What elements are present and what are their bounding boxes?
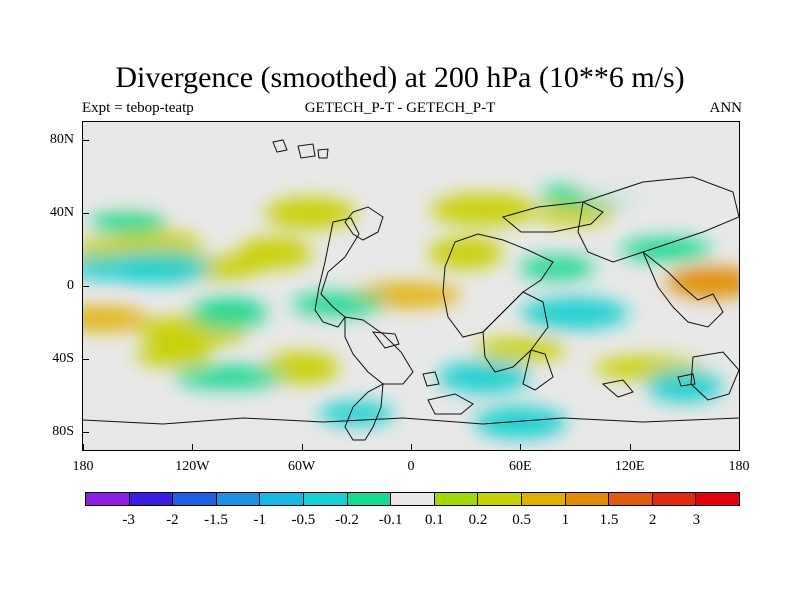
field-region <box>174 365 283 390</box>
y-tick-mark <box>83 213 89 215</box>
x-tick-mark <box>83 444 84 450</box>
x-tick-mark <box>739 444 740 450</box>
experiment-label: Expt = tebop-teatp <box>82 100 194 116</box>
field-region <box>264 197 357 230</box>
y-tick-label: 0 <box>67 278 74 293</box>
colorbar-box <box>478 493 522 505</box>
field-region <box>292 292 385 317</box>
colorbar-label: -3 <box>122 512 135 528</box>
y-tick-mark <box>83 358 89 360</box>
field-region <box>190 297 267 330</box>
colorbar-label: 0.5 <box>512 512 532 528</box>
y-tick-mark <box>83 140 89 142</box>
dataset-label: GETECH_P-T - GETECH_P-T <box>304 100 496 116</box>
colorbar-box <box>565 493 610 505</box>
colorbar-box <box>303 493 348 505</box>
colorbar-box <box>260 493 304 505</box>
season-label: ANN <box>709 100 743 116</box>
y-tick-mark <box>83 286 89 287</box>
field-region <box>575 169 684 202</box>
colorbar-box <box>347 493 392 505</box>
field-region <box>91 169 184 202</box>
x-tick-mark <box>411 444 412 450</box>
field-region <box>263 352 340 384</box>
field-region <box>83 306 148 331</box>
map-panel <box>82 121 740 451</box>
colorbar-box <box>173 493 217 505</box>
field-region <box>474 406 567 439</box>
x-tick-label: 0 <box>407 459 415 474</box>
x-tick-mark <box>629 444 631 450</box>
colorbar-box <box>521 493 566 505</box>
y-tick-label: 80S <box>52 423 74 439</box>
y-tick-mark <box>83 431 89 433</box>
y-tick-label: 40S <box>52 350 74 366</box>
field-region <box>646 370 723 403</box>
colorbar-box <box>216 493 261 505</box>
field-region <box>474 337 567 362</box>
x-tick-label: 120W <box>175 459 210 474</box>
field-region <box>665 266 739 299</box>
field-region <box>101 251 210 284</box>
field-region <box>518 255 595 280</box>
plot-title: Divergence (smoothed) at 200 hPa (10**6 … <box>115 61 685 94</box>
field-region <box>90 210 167 235</box>
field-region <box>620 237 713 262</box>
colorbar-label: -2 <box>166 512 179 528</box>
x-tick-mark <box>192 444 194 450</box>
x-tick-label: 180 <box>728 459 750 474</box>
colorbar-box <box>129 493 174 505</box>
colorbar-label: -1 <box>253 512 266 528</box>
colorbar-label: 0.1 <box>424 512 444 528</box>
field-region <box>156 155 265 180</box>
field-region <box>437 361 530 394</box>
x-tick-mark <box>520 444 522 450</box>
y-tick-label: 80N <box>49 132 74 148</box>
field-region <box>427 237 504 270</box>
y-tick-label: 40N <box>49 205 74 221</box>
colorbar <box>85 492 740 506</box>
x-tick-label: 180 <box>72 459 94 474</box>
colorbar-label: -1.5 <box>204 512 228 528</box>
continent-outlines <box>83 139 739 441</box>
colorbar-label: 1 <box>561 512 570 528</box>
field-region <box>236 237 313 270</box>
colorbar-label: -0.5 <box>291 512 316 528</box>
field-region <box>521 297 629 330</box>
field-region <box>136 343 213 368</box>
colorbar-box <box>86 493 130 505</box>
colorbar-box <box>391 493 435 505</box>
colorbar-label: 3 <box>692 512 701 528</box>
colorbar-label: -0.1 <box>378 512 403 528</box>
field-region <box>429 193 538 226</box>
divergence-field <box>83 122 739 450</box>
x-tick-label: 60E <box>509 459 532 474</box>
colorbar-box <box>696 493 739 505</box>
colorbar-box <box>652 493 697 505</box>
colorbar-label: 0.2 <box>468 512 488 528</box>
colorbar-label: 1.5 <box>599 512 619 528</box>
colorbar-box <box>434 493 479 505</box>
colorbar-label: 2 <box>648 512 657 528</box>
x-tick-label: 120E <box>614 459 645 474</box>
x-tick-mark <box>301 444 303 450</box>
colorbar-label: -0.2 <box>335 512 359 528</box>
x-tick-label: 60W <box>288 459 316 474</box>
colorbar-box <box>609 493 653 505</box>
